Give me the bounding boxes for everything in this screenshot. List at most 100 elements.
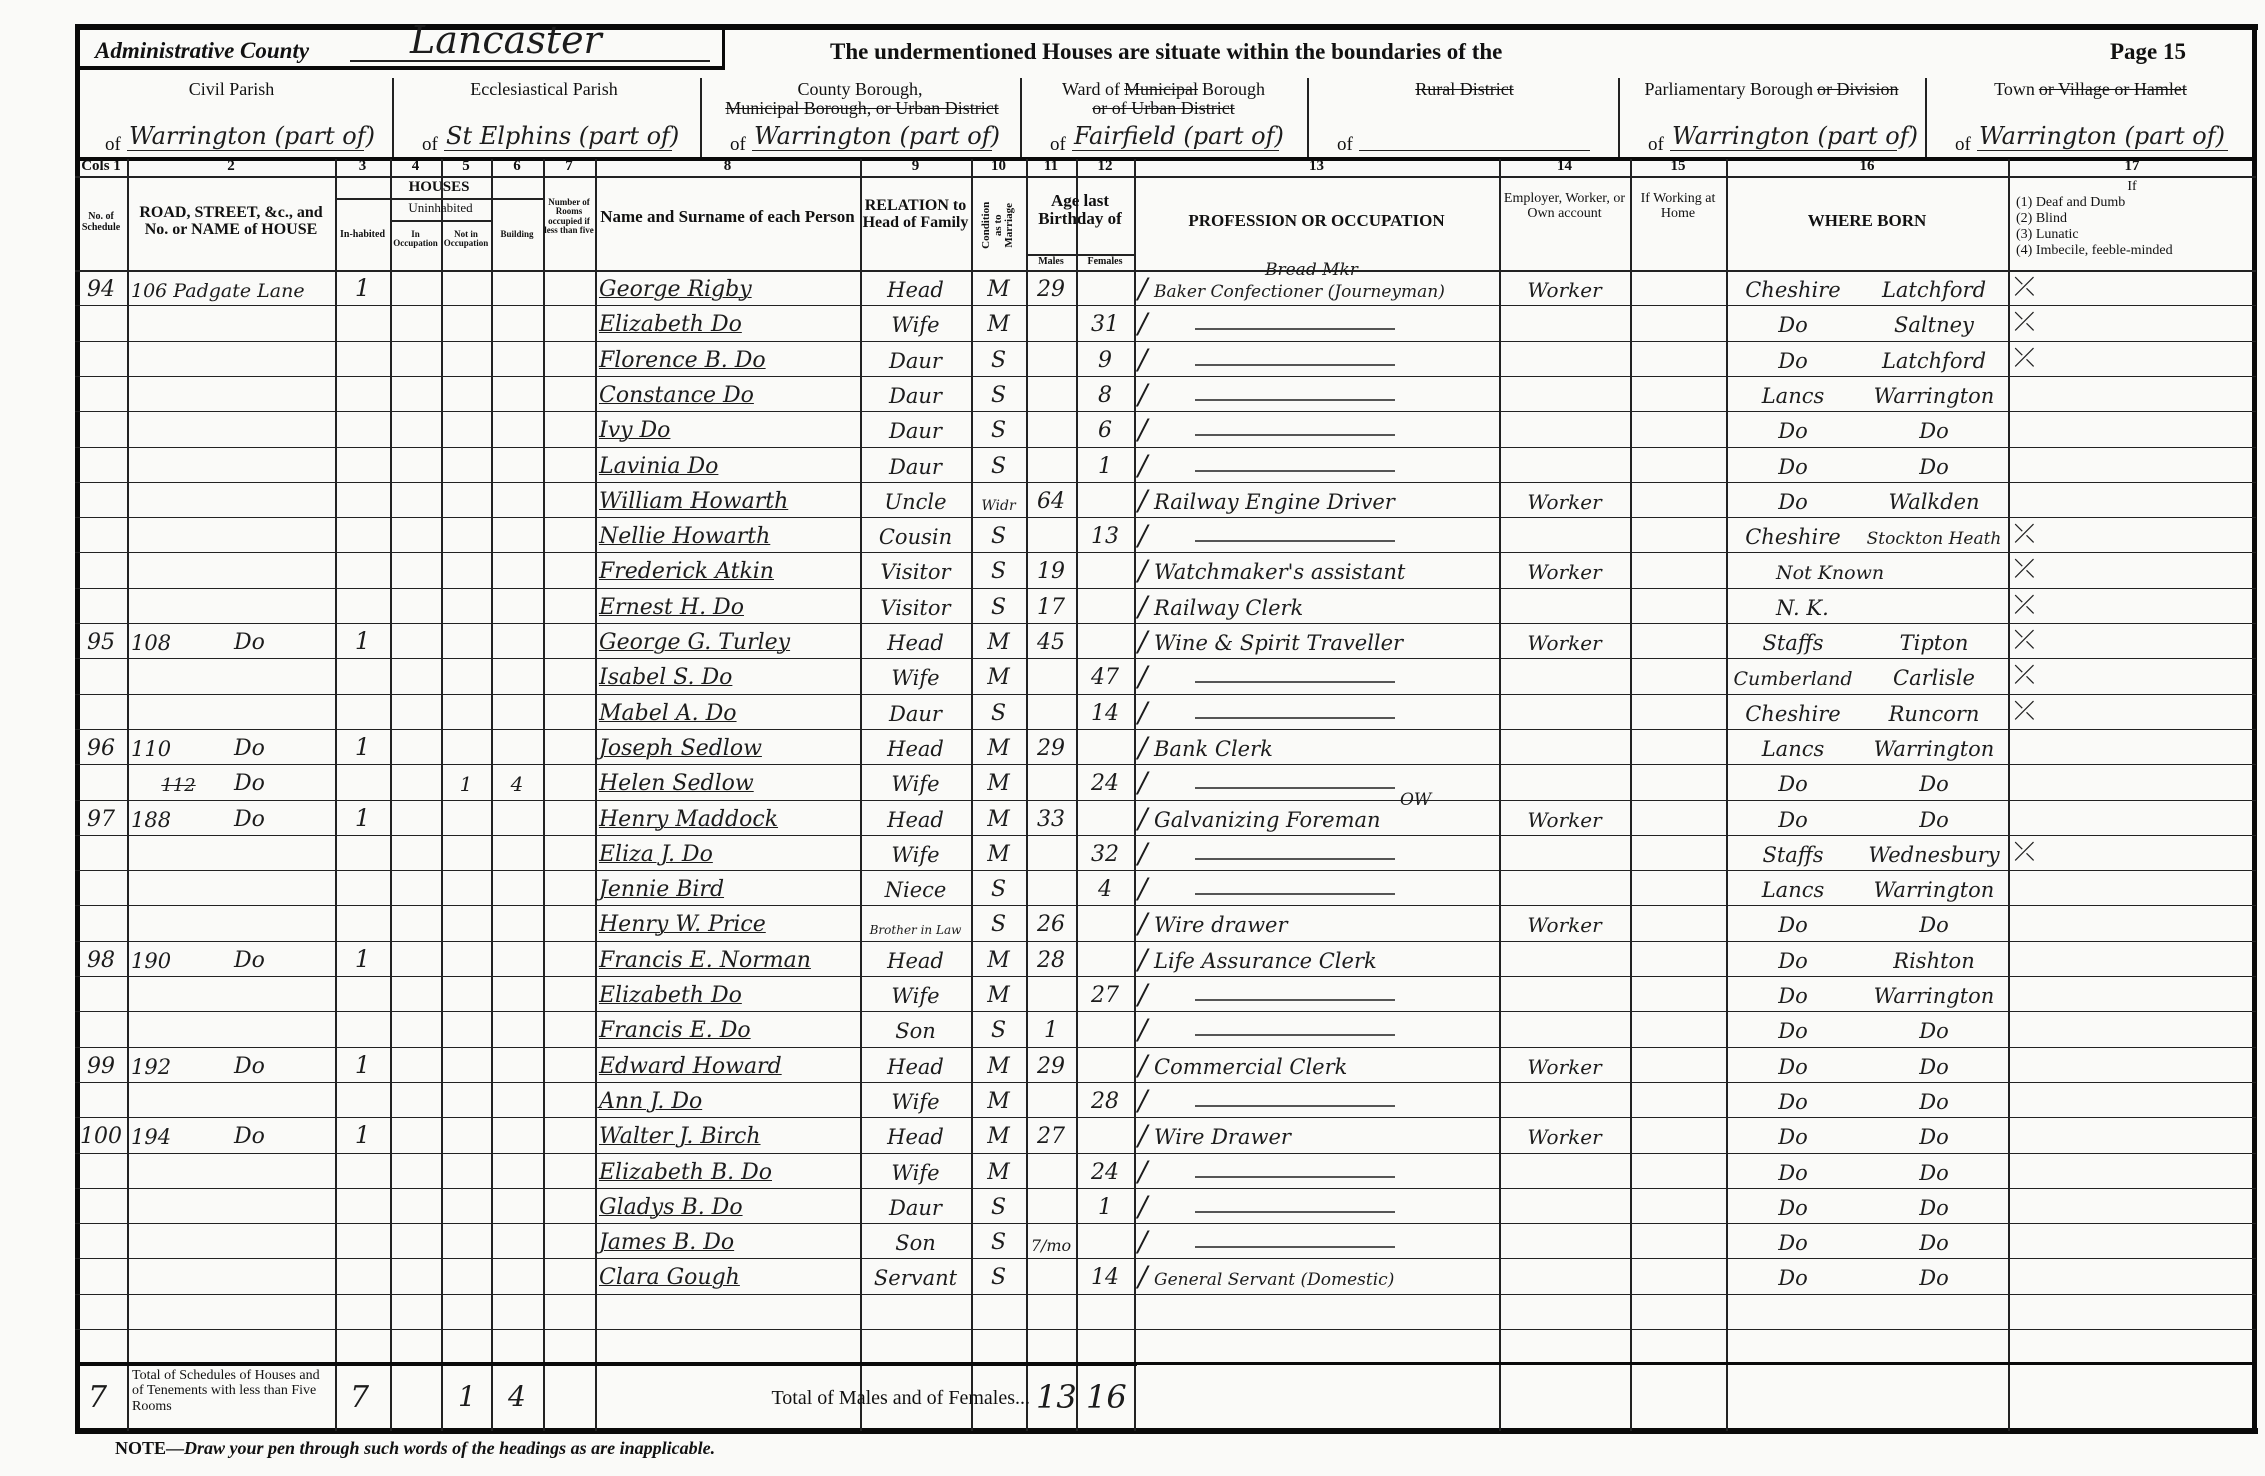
occupation-tick-mark: / bbox=[1138, 978, 1148, 1011]
occupation-annotation: OW bbox=[1400, 790, 1432, 810]
person-name: Nellie Howarth bbox=[599, 524, 771, 550]
birth-town: Warrington bbox=[1873, 384, 1995, 409]
ditto-dash bbox=[1195, 893, 1395, 896]
occupation-tick-mark: / bbox=[1138, 519, 1148, 552]
header-infirmity-if: If bbox=[2127, 179, 2137, 194]
birth-town: Do bbox=[1919, 808, 1949, 833]
column-number: 17 bbox=[2124, 158, 2140, 174]
district-of: of bbox=[422, 134, 438, 155]
column-number: 11 bbox=[1043, 158, 1059, 174]
birth-town: Warrington bbox=[1873, 984, 1995, 1009]
column-number: 4 bbox=[411, 158, 420, 174]
schedule-number: 98 bbox=[87, 948, 115, 974]
occupation-tick-mark: / bbox=[1138, 802, 1148, 835]
marital-condition: M bbox=[987, 630, 1010, 656]
occupation-tick-mark: / bbox=[1138, 625, 1148, 658]
employment-status: Worker bbox=[1527, 560, 1602, 585]
rule-line bbox=[1977, 150, 2228, 151]
occupation-tick-mark: / bbox=[1138, 272, 1148, 305]
rule-line bbox=[390, 159, 392, 1431]
birth-county: Lancs bbox=[1761, 737, 1825, 762]
birth-town: Rishton bbox=[1893, 949, 1975, 974]
rule-line bbox=[1307, 78, 1309, 158]
rule-line bbox=[75, 376, 2256, 377]
rule-line bbox=[1026, 159, 1028, 1431]
person-name: Helen Sedlow bbox=[599, 771, 754, 797]
occupation-tick-mark: / bbox=[1138, 1225, 1148, 1258]
employment-status: Worker bbox=[1527, 808, 1602, 833]
marital-condition: S bbox=[990, 418, 1007, 444]
district-label: Parliamentary Borough bbox=[1644, 79, 1813, 99]
occupation-tick-mark: / bbox=[1138, 660, 1148, 693]
district-of: of bbox=[1648, 134, 1664, 155]
ditto-dash bbox=[1195, 540, 1395, 543]
person-name: Clara Gough bbox=[599, 1265, 740, 1291]
ditto-dash bbox=[1195, 1246, 1395, 1249]
person-name: Joseph Sedlow bbox=[599, 736, 762, 762]
ditto-dash bbox=[1195, 399, 1395, 402]
person-name: Ivy Do bbox=[599, 418, 671, 444]
marital-condition: M bbox=[987, 665, 1010, 691]
total-schedules-label: Total of Schedules of Houses and of Tene… bbox=[132, 1368, 320, 1414]
district-label-struck: or Village or Hamlet bbox=[2038, 79, 2187, 99]
rule-line bbox=[75, 905, 2256, 906]
occupation-tick-mark: / bbox=[1138, 554, 1148, 587]
page-number: Page 15 bbox=[2110, 39, 2187, 64]
age-female: 28 bbox=[1091, 1089, 1119, 1115]
birth-town: Carlisle bbox=[1893, 666, 1975, 691]
person-name: Constance Do bbox=[599, 383, 754, 409]
total-schedules: 7 bbox=[88, 1380, 108, 1415]
age-female: 1 bbox=[1098, 454, 1112, 480]
birth-town: Latchford bbox=[1881, 349, 1987, 374]
column-number: 12 bbox=[1097, 158, 1113, 174]
header-not-in-occupation: Not in Occupation bbox=[443, 229, 489, 249]
relation: Daur bbox=[889, 384, 942, 409]
schedule-number: 96 bbox=[87, 736, 115, 762]
relation: Head bbox=[887, 808, 944, 833]
district-label: Ward of bbox=[1061, 79, 1121, 99]
rule-line bbox=[75, 305, 2256, 306]
district-value: St Elphins (part of) bbox=[446, 122, 680, 150]
enumerator-check-mark: ⤫ bbox=[2014, 343, 2035, 373]
rule-line bbox=[75, 1223, 2256, 1224]
occupation: Baker Confectioner (Journeyman) bbox=[1154, 282, 1445, 303]
footnote: NOTE—Draw your pen through such words of… bbox=[115, 1438, 715, 1459]
district-value: Warrington (part of) bbox=[129, 122, 375, 150]
column-number: 7 bbox=[565, 158, 573, 174]
occupation: Wire drawer bbox=[1154, 913, 1288, 938]
relation: Cousin bbox=[878, 525, 953, 550]
person-name: Isabel S. Do bbox=[599, 665, 733, 691]
district-heading: Civil Parish bbox=[75, 80, 392, 99]
birth-town: Do bbox=[1919, 1266, 1949, 1291]
birth-town: Do bbox=[1919, 455, 1949, 480]
birth-town: Do bbox=[1919, 1055, 1949, 1080]
district-of: of bbox=[105, 134, 121, 155]
ditto-dash bbox=[1195, 1176, 1395, 1179]
rule-line bbox=[75, 1117, 2256, 1118]
enumerator-check-mark: ⤫ bbox=[2014, 307, 2035, 337]
birth-county: Do bbox=[1778, 984, 1808, 1009]
district-label: Ecclesiastical Parish bbox=[470, 79, 618, 99]
age-male: 29 bbox=[1037, 736, 1065, 762]
house-number-struck: 112 bbox=[161, 775, 196, 797]
house-number: 188 bbox=[131, 808, 172, 833]
person-name: Jennie Bird bbox=[599, 877, 725, 903]
age-female: 8 bbox=[1098, 383, 1112, 409]
birth-county: Lancs bbox=[1761, 384, 1825, 409]
rule-line bbox=[75, 1428, 2258, 1434]
age-female: 13 bbox=[1091, 524, 1119, 550]
column-number: 15 bbox=[1670, 158, 1686, 174]
rule-line bbox=[127, 150, 364, 151]
marital-condition: S bbox=[990, 524, 1007, 550]
enumerator-check-mark: ⤫ bbox=[2014, 625, 2035, 655]
relation: Wife bbox=[891, 1090, 940, 1115]
birth-county: Do bbox=[1778, 1161, 1808, 1186]
relation: Visitor bbox=[880, 596, 951, 621]
enumerator-check-mark: ⤫ bbox=[2014, 554, 2035, 584]
total-inhabited: 7 bbox=[350, 1380, 370, 1415]
schedule-number: 95 bbox=[87, 630, 115, 656]
district-label-struck: Municipal Borough, or Urban District bbox=[725, 97, 999, 118]
house-number: 106 Padgate Lane bbox=[131, 280, 305, 303]
birth-county: Lancs bbox=[1761, 878, 1825, 903]
age-male: 7/mo bbox=[1030, 1236, 1072, 1256]
